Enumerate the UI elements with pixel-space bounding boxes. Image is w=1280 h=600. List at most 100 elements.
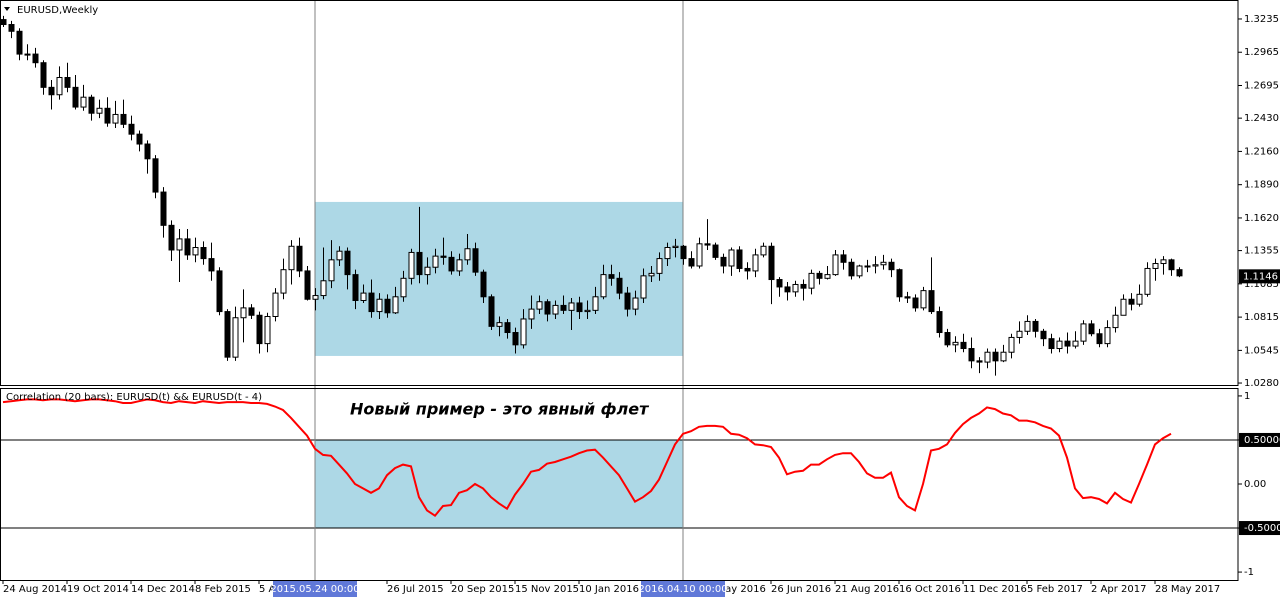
- candle-body: [184, 238, 191, 256]
- candle-body: [640, 275, 647, 299]
- marker-tag: [273, 581, 357, 597]
- candle-body: [1088, 323, 1095, 335]
- candle-body: [1064, 340, 1071, 347]
- x-tick-label: 24 Aug 2014: [3, 584, 67, 595]
- candle-body: [192, 247, 199, 256]
- candle-body: [696, 243, 703, 267]
- x-tick-label: 28 May 2017: [1155, 584, 1220, 595]
- candle-body: [360, 292, 367, 301]
- candle-body: [376, 298, 383, 313]
- x-tick-label: 8 Feb 2015: [195, 584, 251, 595]
- candle-body: [872, 264, 879, 267]
- x-tick-label: 16 Oct 2016: [899, 584, 961, 595]
- y-tick-label: 1.1620: [1244, 213, 1279, 224]
- candle-body: [960, 341, 967, 350]
- candle-body: [752, 254, 759, 272]
- candle-body: [648, 272, 655, 277]
- candle-body: [968, 348, 975, 362]
- candle-body: [304, 270, 311, 300]
- candle-body: [352, 274, 359, 301]
- candle-body: [160, 191, 167, 226]
- candle-body: [1032, 320, 1039, 332]
- candle-body: [472, 248, 479, 273]
- candle-body: [584, 309, 591, 313]
- x-tick-label: 15 Nov 2015: [515, 584, 579, 595]
- candle-body: [1104, 327, 1111, 345]
- candle-body: [456, 259, 463, 272]
- candle-body: [328, 259, 335, 282]
- candle-body: [272, 292, 279, 318]
- candle-body: [840, 254, 847, 263]
- x-tick-label: 26 Jul 2015: [387, 584, 444, 595]
- candle-body: [936, 311, 943, 334]
- candle-body: [1072, 340, 1079, 347]
- candle-body: [808, 272, 815, 289]
- y-tick-label: -1: [1244, 567, 1254, 578]
- candle-body: [88, 96, 95, 114]
- marker-tag: [641, 581, 725, 597]
- y-tick-label: 0.00: [1244, 479, 1266, 490]
- price-tag-label: 1.1146: [1243, 271, 1278, 282]
- candle-body: [1176, 269, 1183, 277]
- candle-body: [80, 96, 87, 108]
- candle-body: [680, 245, 687, 260]
- candle-body: [656, 258, 663, 274]
- candle-body: [832, 254, 839, 276]
- candle-body: [96, 107, 103, 114]
- candle-body: [976, 360, 983, 363]
- y-tick-label: 1: [1244, 391, 1250, 402]
- candle-body: [984, 351, 991, 363]
- candle-body: [1160, 259, 1167, 265]
- candle-body: [48, 86, 55, 96]
- chart-title: EURUSD,Weekly: [17, 5, 98, 16]
- candle-body: [552, 304, 559, 315]
- x-tick-label: 2 Apr 2017: [1091, 584, 1146, 595]
- candle-body: [768, 245, 775, 281]
- candle-body: [240, 307, 247, 319]
- candle-body: [1040, 330, 1047, 340]
- candle-body: [312, 295, 319, 300]
- candle-body: [1048, 338, 1055, 350]
- x-tick-label: 10 Jan 2016: [579, 584, 639, 595]
- candle-body: [824, 274, 831, 279]
- candle-body: [248, 307, 255, 316]
- candle-body: [488, 296, 495, 327]
- candle-body: [1152, 263, 1159, 269]
- candle-body: [208, 258, 215, 272]
- y-tick-label: 1.2160: [1244, 146, 1279, 157]
- candle-body: [0, 19, 7, 26]
- candle-body: [920, 290, 927, 309]
- candle-body: [256, 314, 263, 345]
- candle-body: [784, 286, 791, 293]
- candle-body: [144, 143, 151, 160]
- candle-body: [400, 277, 407, 298]
- candle-body: [744, 267, 751, 272]
- candle-body: [760, 245, 767, 256]
- candle-body: [464, 248, 471, 261]
- y-tick-label: 1.0545: [1244, 345, 1279, 356]
- candle-body: [344, 250, 351, 276]
- candle-body: [912, 297, 919, 309]
- candle-body: [200, 247, 207, 260]
- candle-body: [136, 133, 143, 145]
- candle-body: [720, 256, 727, 267]
- x-tick-label: 21 Aug 2016: [835, 584, 899, 595]
- candle-body: [560, 304, 567, 311]
- y-tick-label: 1.1355: [1244, 246, 1279, 257]
- y-tick-label: 1.2965: [1244, 47, 1279, 58]
- candle-body: [672, 245, 679, 249]
- price-tag: [1239, 269, 1280, 284]
- candle-body: [72, 86, 79, 108]
- candle-body: [176, 238, 183, 251]
- candle-body: [576, 302, 583, 313]
- candle-body: [856, 265, 863, 277]
- candle-body: [448, 256, 455, 272]
- candle-body: [280, 269, 287, 294]
- candle-body: [608, 274, 615, 279]
- candle-body: [408, 251, 415, 279]
- candle-body: [848, 261, 855, 277]
- y-tick-label: 1.0815: [1244, 312, 1279, 323]
